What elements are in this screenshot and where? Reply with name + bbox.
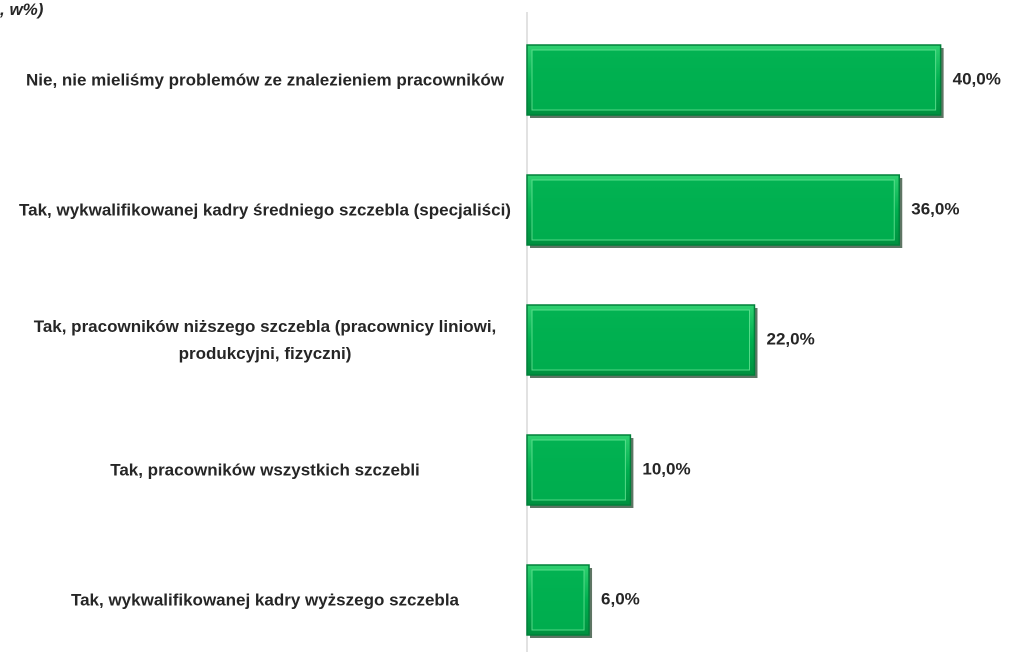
category-label: Tak, pracowników wszystkich szczebli	[110, 460, 420, 480]
value-label: 6,0%	[601, 589, 640, 608]
value-label: 40,0%	[953, 69, 1001, 88]
category-label: Tak, wykwalifikowanej kadry wyższego szc…	[70, 590, 459, 610]
category-label: Tak, wykwalifikowanej kadry średniego sz…	[19, 200, 511, 220]
value-label: 10,0%	[642, 459, 690, 478]
chart-title: , w%)	[0, 0, 44, 19]
value-label: 36,0%	[911, 199, 959, 218]
value-label: 22,0%	[766, 329, 814, 348]
category-label: Tak, pracowników niższego szczebla (prac…	[33, 317, 497, 363]
category-label: Nie, nie mieliśmy problemów ze znalezien…	[25, 70, 505, 90]
bar-bevel	[531, 179, 895, 241]
bar-bevel	[531, 49, 937, 111]
bar-bevel	[531, 309, 750, 371]
bar-bevel	[531, 569, 585, 631]
bar-bevel	[531, 439, 626, 501]
